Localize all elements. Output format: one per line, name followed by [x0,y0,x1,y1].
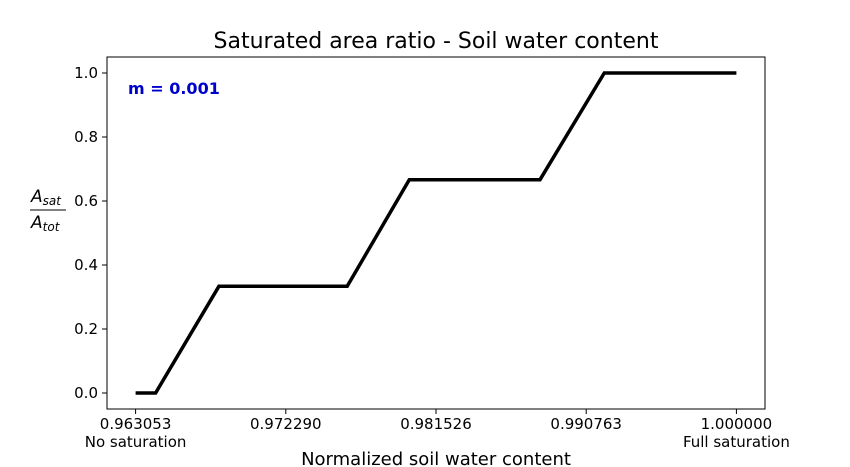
y-tick-label: 0.6 [74,192,98,210]
chart-title: Saturated area ratio - Soil water conten… [214,29,659,54]
y-label-denominator-sub: tot [43,220,61,234]
series-line [135,71,737,395]
x-tick-label: 0.972290 [250,415,322,433]
y-axis-label: Asat Atot [30,187,66,234]
x-tick-label: 0.963053 [100,415,172,433]
y-tick-label: 0.8 [74,128,98,146]
y-axis-ticks: 0.0 0.2 0.4 0.6 0.8 1.0 [74,64,107,402]
y-tick-label: 1.0 [74,64,98,82]
y-label-numerator-sub: sat [43,194,63,208]
y-label-numerator: A [30,187,43,207]
x-tick-label: 0.990763 [550,415,622,433]
m-annotation: m = 0.001 [128,79,220,98]
y-tick-label: 0.2 [74,320,98,338]
x-tick-sublabel: No saturation [85,433,187,451]
x-tick-label: 1.000000 [701,415,773,433]
plot-area [106,56,766,410]
y-tick-label: 0.0 [74,384,98,402]
y-label-denominator: A [30,213,43,233]
y-tick-label: 0.4 [74,256,98,274]
svg-text:Asat: Asat [30,187,62,208]
svg-text:Atot: Atot [30,213,61,234]
x-tick-label: 0.981526 [400,415,472,433]
x-axis-label: Normalized soil water content [301,449,571,467]
x-tick-sublabel: Full saturation [683,433,790,451]
